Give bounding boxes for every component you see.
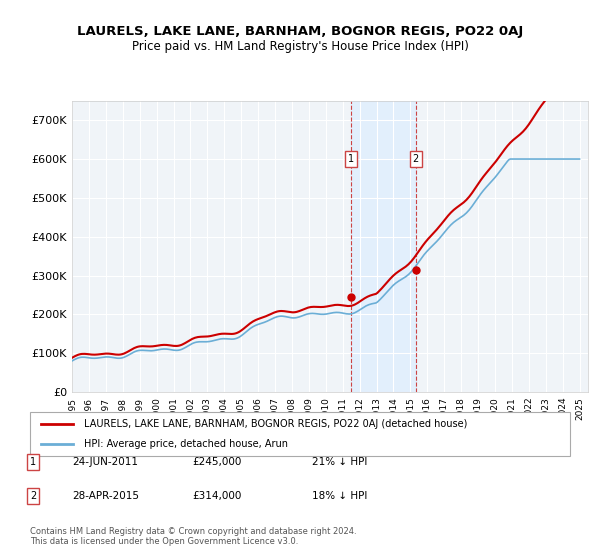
Text: LAURELS, LAKE LANE, BARNHAM, BOGNOR REGIS, PO22 0AJ (detached house): LAURELS, LAKE LANE, BARNHAM, BOGNOR REGI… [84, 419, 467, 429]
Text: 2: 2 [413, 154, 419, 164]
Text: 2: 2 [30, 491, 36, 501]
Text: 21% ↓ HPI: 21% ↓ HPI [312, 457, 367, 467]
Text: 1: 1 [30, 457, 36, 467]
Text: 1: 1 [348, 154, 354, 164]
Text: 28-APR-2015: 28-APR-2015 [72, 491, 139, 501]
Text: LAURELS, LAKE LANE, BARNHAM, BOGNOR REGIS, PO22 0AJ: LAURELS, LAKE LANE, BARNHAM, BOGNOR REGI… [77, 25, 523, 38]
Text: 24-JUN-2011: 24-JUN-2011 [72, 457, 138, 467]
Text: £245,000: £245,000 [192, 457, 241, 467]
FancyBboxPatch shape [30, 412, 570, 456]
Text: £314,000: £314,000 [192, 491, 241, 501]
Bar [351, 101, 416, 392]
Text: 18% ↓ HPI: 18% ↓ HPI [312, 491, 367, 501]
Text: Price paid vs. HM Land Registry's House Price Index (HPI): Price paid vs. HM Land Registry's House … [131, 40, 469, 53]
Text: Contains HM Land Registry data © Crown copyright and database right 2024.
This d: Contains HM Land Registry data © Crown c… [30, 526, 356, 546]
Text: HPI: Average price, detached house, Arun: HPI: Average price, detached house, Arun [84, 439, 288, 449]
